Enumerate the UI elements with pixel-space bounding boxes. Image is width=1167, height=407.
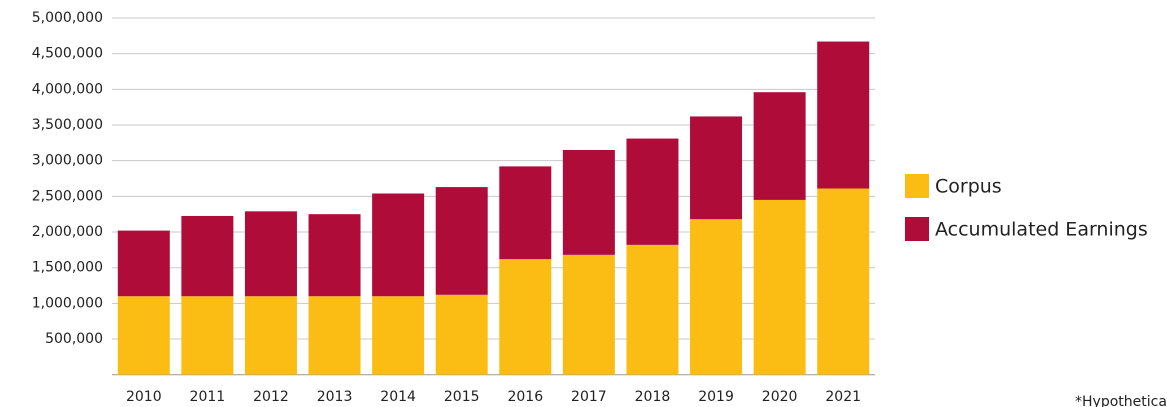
bar-segment — [499, 166, 552, 260]
x-tick-label: 2010 — [126, 389, 162, 405]
note: *Hypothetical — [1075, 394, 1167, 407]
y-tick-label: 3,000,000 — [32, 153, 103, 169]
x-tick-label: 2020 — [762, 389, 798, 405]
bar-segment — [753, 199, 806, 375]
legend-swatch — [905, 217, 929, 241]
bar-segment — [562, 149, 615, 255]
bar-segment — [562, 254, 615, 375]
bar-segment — [181, 296, 234, 375]
y-tick-label: 2,000,000 — [32, 224, 103, 240]
bar-segment — [181, 215, 234, 297]
legend-swatch — [905, 174, 929, 198]
bar-segment — [372, 296, 425, 375]
bar-segment — [308, 214, 361, 297]
bar-segment — [817, 41, 870, 189]
bar-segment — [690, 219, 743, 375]
x-tick-label: 2021 — [825, 389, 861, 405]
y-tick-label: 1,500,000 — [32, 260, 103, 276]
bar-segment — [435, 187, 488, 295]
x-tick-label: 2016 — [507, 389, 543, 405]
bar-segment — [753, 92, 806, 200]
y-tick-label: 1,000,000 — [32, 295, 103, 311]
legend-label: Corpus — [935, 176, 1002, 198]
bar-segment — [244, 211, 297, 297]
x-tick-label: 2019 — [698, 389, 734, 405]
x-tick-label: 2017 — [571, 389, 607, 405]
bar-segment — [308, 296, 361, 375]
x-tick-label: 2014 — [380, 389, 416, 405]
x-tick-label: 2012 — [253, 389, 289, 405]
bar-segment — [117, 296, 170, 375]
y-tick-label: 2,500,000 — [32, 188, 103, 204]
x-tick-label: 2011 — [190, 389, 226, 405]
y-tick-label: 500,000 — [45, 331, 103, 347]
bar-segment — [690, 116, 743, 220]
bar-segment — [372, 193, 425, 297]
bar-segment — [117, 230, 170, 297]
bar-segment — [817, 188, 870, 375]
y-tick-label: 4,500,000 — [32, 46, 103, 62]
y-tick-label: 5,000,000 — [32, 10, 103, 26]
bar-segment — [244, 296, 297, 375]
x-tick-label: 2018 — [635, 389, 671, 405]
bar-segment — [499, 259, 552, 375]
bar-segment — [435, 294, 488, 375]
y-tick-label: 3,500,000 — [32, 117, 103, 133]
bar-segment — [626, 244, 679, 375]
x-tick-label: 2013 — [317, 389, 353, 405]
y-tick-label: 4,000,000 — [32, 81, 103, 97]
legend-label: Accumulated Earnings — [935, 219, 1148, 241]
bar-segment — [626, 138, 679, 245]
x-tick-label: 2015 — [444, 389, 480, 405]
